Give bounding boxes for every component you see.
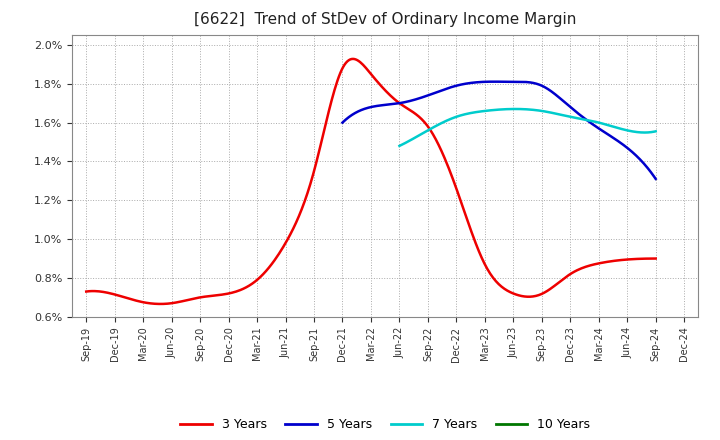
3 Years	[499, 285, 508, 290]
7 Years	[557, 112, 566, 117]
5 Years	[490, 79, 498, 84]
5 Years	[567, 105, 575, 110]
7 Years	[479, 109, 487, 114]
5 Years	[565, 104, 574, 109]
3 Years	[496, 283, 505, 288]
3 Years	[156, 301, 165, 307]
3 Years	[82, 289, 91, 294]
5 Years	[652, 176, 660, 182]
7 Years	[426, 126, 435, 132]
3 Years	[443, 162, 451, 167]
3 Years	[150, 301, 159, 306]
3 Years	[348, 56, 357, 62]
Line: 7 Years: 7 Years	[400, 109, 656, 146]
5 Years	[376, 103, 384, 108]
5 Years	[462, 81, 471, 86]
7 Years	[652, 128, 660, 134]
7 Years	[497, 107, 505, 112]
Title: [6622]  Trend of StDev of Ordinary Income Margin: [6622] Trend of StDev of Ordinary Income…	[194, 12, 577, 27]
5 Years	[440, 87, 449, 92]
7 Years	[581, 117, 590, 122]
3 Years	[652, 256, 660, 261]
7 Years	[395, 143, 404, 149]
Legend: 3 Years, 5 Years, 7 Years, 10 Years: 3 Years, 5 Years, 7 Years, 10 Years	[176, 413, 595, 436]
7 Years	[582, 117, 590, 122]
Line: 5 Years: 5 Years	[343, 82, 656, 179]
5 Years	[536, 82, 544, 88]
3 Years	[269, 260, 277, 265]
5 Years	[338, 120, 347, 125]
3 Years	[309, 172, 318, 177]
7 Years	[510, 106, 519, 112]
Line: 3 Years: 3 Years	[86, 59, 656, 304]
